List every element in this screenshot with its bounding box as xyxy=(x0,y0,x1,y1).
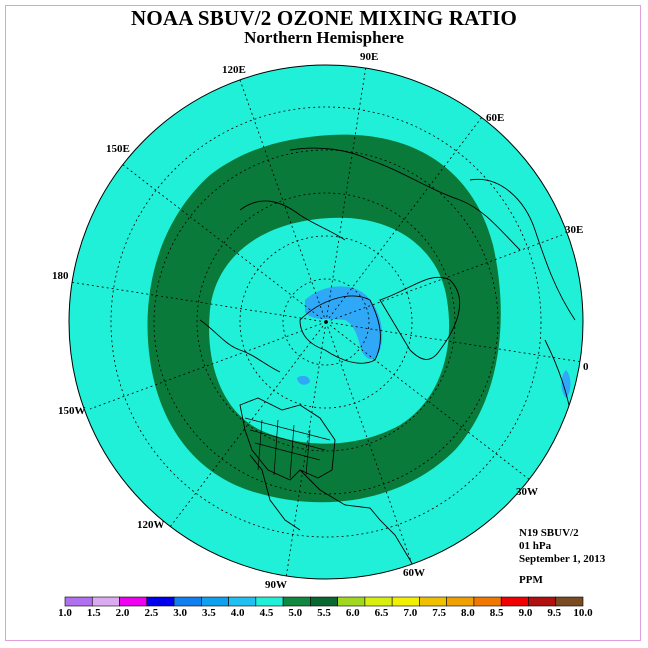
colorbar-tick-label: 9.0 xyxy=(518,607,533,619)
info-level: 01 hPa xyxy=(519,540,552,552)
colorbar-tick-label: 2.5 xyxy=(144,607,159,619)
colorbar-tick-label: 3.0 xyxy=(173,607,187,619)
ozone-low-region-small xyxy=(297,375,310,385)
ozone-high-ring xyxy=(147,134,501,503)
colorbar-swatch xyxy=(119,596,148,607)
lon-label-120e: 120E xyxy=(222,64,246,76)
colorbar-swatch xyxy=(310,596,338,607)
coastlines xyxy=(199,147,576,579)
colorbar-tick-label: 6.5 xyxy=(374,607,389,619)
lon-label-180: 180 xyxy=(52,270,69,282)
colorbar-tick-label: 7.5 xyxy=(432,607,446,619)
lon-label-60w: 60W xyxy=(403,567,425,579)
colorbar-swatch xyxy=(500,596,529,607)
colorbar-swatch xyxy=(173,596,202,607)
map-title: NOAA SBUV/2 OZONE MIXING RATIO xyxy=(131,6,517,30)
colorbar xyxy=(64,596,584,607)
colorbar-swatch xyxy=(146,596,175,607)
colorbar-tick-label: 4.0 xyxy=(230,607,245,619)
info-date: September 1, 2013 xyxy=(519,553,606,565)
lon-label-30e: 30E xyxy=(565,224,583,236)
colorbar-tick-label: 8.0 xyxy=(461,607,475,619)
colorbar-tick-label: 1.5 xyxy=(86,607,101,619)
colorbar-swatch xyxy=(255,596,284,607)
lon-label-150e: 150E xyxy=(106,143,130,155)
plot-frame xyxy=(5,5,641,641)
lon-label-0: 0 xyxy=(583,361,589,373)
colorbar-tick-label: 7.0 xyxy=(403,607,418,619)
colorbar-tick-label: 6.0 xyxy=(345,607,360,619)
colorbar-swatch xyxy=(337,596,366,607)
lon-label-150w: 150W xyxy=(58,405,86,417)
boundaries xyxy=(244,417,331,479)
lon-label-90e: 90E xyxy=(360,51,378,63)
lon-label-30w: 30W xyxy=(516,486,538,498)
colorbar-swatch xyxy=(228,596,257,607)
graticule xyxy=(69,65,583,579)
map-boundary-circle xyxy=(68,64,584,580)
colorbar-swatch xyxy=(364,596,393,607)
colorbar-swatch xyxy=(528,596,557,607)
colorbar-tick-label: 9.5 xyxy=(547,607,562,619)
colorbar-tick-label: 1.0 xyxy=(58,607,72,619)
map-subtitle: Northern Hemisphere xyxy=(244,28,404,47)
colorbar-swatch xyxy=(473,596,502,607)
colorbar-tick-label: 8.5 xyxy=(489,607,504,619)
info-satellite: N19 SBUV/2 xyxy=(519,527,579,539)
colorbar-swatch xyxy=(64,596,93,607)
colorbar-tick-label: 5.0 xyxy=(288,607,303,619)
colorbar-swatch xyxy=(282,596,311,607)
colorbar-swatch xyxy=(91,596,120,607)
lon-label-60e: 60E xyxy=(486,112,504,124)
ozone-low-region-east xyxy=(561,370,571,398)
colorbar-swatch xyxy=(555,596,584,607)
colorbar-swatch xyxy=(391,596,420,607)
colorbar-tick-label: 2.0 xyxy=(115,607,130,619)
colorbar-tick-label: 10.0 xyxy=(573,607,593,619)
longitude-labels: 90E 60E 30E 0 30W 60W 90W 120W 150W 180 … xyxy=(52,51,589,591)
ozone-low-region xyxy=(305,286,383,360)
colorbar-tick-label: 4.5 xyxy=(259,607,274,619)
colorbar-swatch xyxy=(446,596,475,607)
lon-label-120w: 120W xyxy=(137,519,165,531)
colorbar-swatch xyxy=(419,596,447,607)
colorbar-swatch xyxy=(201,596,229,607)
info-unit: PPM xyxy=(519,574,543,586)
colorbar-tick-label: 5.5 xyxy=(317,607,331,619)
lon-label-90w: 90W xyxy=(265,579,287,591)
colorbar-tick-label: 3.5 xyxy=(202,607,216,619)
